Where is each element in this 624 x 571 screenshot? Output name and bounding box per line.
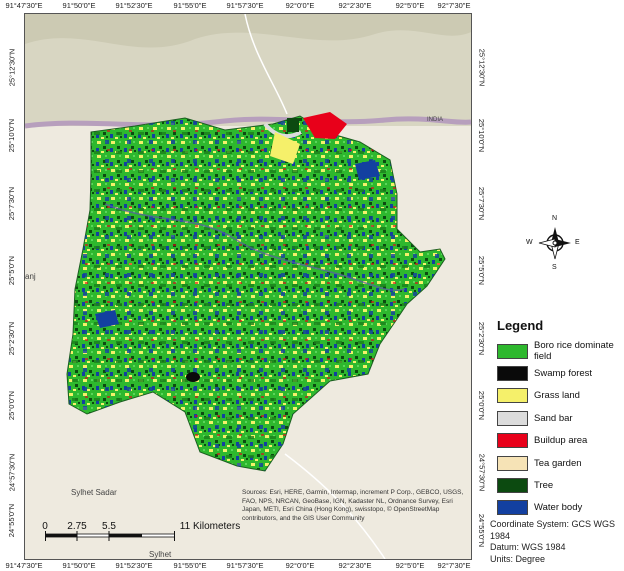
legend-label: Grass land (534, 390, 580, 402)
tick-top-7: 92°5'0"E (395, 1, 425, 10)
tick-bottom-7: 92°5'0"E (395, 561, 425, 570)
tick-right-label-6: 24°57'30"N (477, 453, 487, 491)
tick-right-label-2: 25°7'30"N (477, 186, 487, 220)
legend-item-buildup-area: Buildup area (497, 430, 624, 452)
scale-label-1: 2.75 (67, 521, 87, 532)
tick-right-label-7: 24°55'0"N (477, 513, 487, 547)
hill-shading (25, 14, 471, 48)
place-label-sylhet: Sylhet (149, 550, 172, 559)
tick-left-label-2: 25°7'30"N (7, 186, 17, 220)
legend-item-tree: Tree (497, 474, 624, 496)
compass-s: S (552, 264, 557, 271)
water-body-east (355, 160, 380, 180)
tick-right-label-3: 25°5'0"N (477, 255, 487, 285)
legend: Legend Boro rice dominate field Swamp fo… (497, 318, 624, 519)
buildup-cluster (303, 112, 347, 139)
tick-left-label-0: 25°12'30"N (7, 48, 17, 86)
road-line-south (284, 453, 386, 559)
tick-bottom-2: 91°52'30"E (115, 561, 153, 570)
tick-bottom-6: 92°2'30"E (338, 561, 372, 570)
tick-top-6: 92°2'30"E (338, 1, 372, 10)
place-label-sylhet-sadar: Sylhet Sadar (71, 488, 117, 497)
legend-item-boro-rice: Boro rice dominate field (497, 340, 624, 362)
grass-patch (270, 132, 300, 164)
tick-top-1: 91°50'0"E (62, 1, 96, 10)
tick-bottom-5: 92°0'0"E (285, 561, 315, 570)
legend-swatch (497, 433, 528, 449)
legend-item-swamp-forest: Swamp forest (497, 362, 624, 384)
river-line (104, 203, 406, 292)
border-line (25, 116, 471, 129)
coordinate-system: Coordinate System: GCS WGS 1984 (490, 519, 616, 541)
place-label-partial: anj (25, 272, 36, 281)
tick-left-label-7: 24°55'0"N (7, 503, 17, 537)
legend-swatch (497, 343, 528, 359)
tick-left-label-1: 25°10'0"N (7, 118, 17, 152)
tick-top-2: 91°52'30"E (115, 1, 153, 10)
study-area-texture (67, 116, 445, 471)
tick-right-label-1: 25°10'0"N (477, 118, 487, 152)
legend-label: Buildup area (534, 435, 588, 447)
legend-title: Legend (497, 318, 544, 333)
legend-item-sand-bar: Sand bar (497, 407, 624, 429)
scale-label-2: 5.5 (102, 521, 116, 532)
legend-label: Water body (534, 502, 583, 514)
legend-swatch (497, 410, 528, 426)
road-line (244, 14, 288, 115)
tick-top-8: 92°7'30"E (437, 1, 471, 10)
scale-label-0: 0 (42, 521, 48, 532)
tick-bottom-8: 92°7'30"E (437, 561, 471, 570)
north-arrow-icon: N S W E (526, 213, 580, 273)
legend-label: Tea garden (534, 457, 582, 469)
compass-e: E (575, 239, 580, 246)
map-canvas[interactable] (25, 14, 471, 559)
tick-top-3: 91°55'0"E (173, 1, 207, 10)
tick-bottom-3: 91°55'0"E (173, 561, 207, 570)
legend-item-grass-land: Grass land (497, 385, 624, 407)
tick-right-label-5: 25°0'0"N (477, 390, 487, 420)
legend-label: Boro rice dominate field (534, 340, 614, 363)
tick-bottom-4: 91°57'30"E (226, 561, 264, 570)
legend-label: Tree (534, 480, 554, 492)
tick-top-0: 91°47'30"E (5, 1, 43, 10)
legend-item-tea-garden: Tea garden (497, 452, 624, 474)
tick-top-5: 92°0'0"E (285, 1, 315, 10)
tick-top-4: 91°57'30"E (226, 1, 264, 10)
compass-n: N (552, 215, 558, 222)
tree-patch (287, 118, 299, 132)
tick-bottom-0: 91°47'30"E (5, 561, 43, 570)
legend-swatch (497, 455, 528, 471)
scale-bar (45, 531, 175, 541)
tick-left-label-5: 25°0'0"N (7, 390, 17, 420)
legend-swatch (497, 366, 528, 382)
water-body-west (95, 310, 119, 328)
tick-bottom-1: 91°50'0"E (62, 561, 96, 570)
tick-left-label-4: 25°2'30"N (7, 321, 17, 355)
swamp-patch (186, 372, 200, 382)
compass-w: W (526, 239, 533, 246)
tick-left-label-3: 25°5'0"N (7, 255, 17, 285)
legend-label: Sand bar (534, 412, 573, 424)
coordinate-system-info: Coordinate System: GCS WGS 1984 Datum: W… (490, 519, 624, 565)
legend-swatch (497, 388, 528, 404)
legend-item-water-body: Water body (497, 497, 624, 519)
tick-right-label-0: 25°12'30"N (477, 48, 487, 86)
place-label-india: INDIA (427, 117, 444, 123)
legend-swatch (497, 500, 528, 516)
tick-left-7: 24°55'0"N (0, 480, 24, 560)
legend-label: Swamp forest (534, 368, 593, 380)
tick-right-label-4: 25°2'30"N (477, 321, 487, 355)
scale-label-3: 11 Kilometers (179, 521, 241, 532)
units: Units: Degree (490, 553, 546, 564)
map-frame[interactable]: INDIA anj Sylhet Sadar Sylhet (24, 13, 472, 560)
legend-swatch (497, 478, 528, 494)
map-credits: Sources: Esri, HERE, Garmin, Intermap, i… (242, 489, 464, 522)
datum: Datum: WGS 1984 (490, 542, 566, 552)
